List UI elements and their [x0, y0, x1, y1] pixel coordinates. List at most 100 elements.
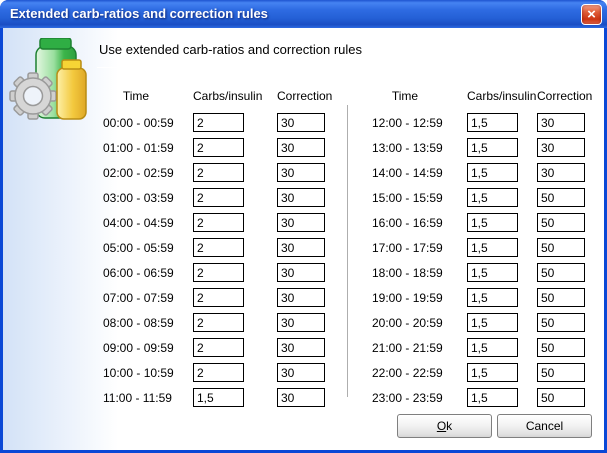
carbs-cell [467, 213, 537, 232]
carbs-input[interactable] [467, 213, 518, 232]
correction-input[interactable] [277, 263, 325, 282]
correction-input[interactable] [537, 138, 585, 157]
dialog-content: Use extended carb-ratios and correction … [3, 28, 604, 450]
correction-cell [277, 313, 325, 332]
correction-input[interactable] [537, 263, 585, 282]
title-bar[interactable]: Extended carb-ratios and correction rule… [0, 0, 607, 28]
carbs-input[interactable] [193, 363, 244, 382]
correction-input[interactable] [277, 288, 325, 307]
table-row: 06:00 - 06:59 [103, 260, 325, 285]
carbs-cell [467, 263, 537, 282]
correction-input[interactable] [277, 388, 325, 407]
column-header-carbs: Carbs/insulin [193, 89, 263, 103]
carbs-input[interactable] [467, 288, 518, 307]
table-row: 20:00 - 20:59 [372, 310, 585, 335]
carbs-input[interactable] [467, 388, 518, 407]
carbs-input[interactable] [467, 113, 518, 132]
correction-input[interactable] [277, 213, 325, 232]
table-row: 00:00 - 00:59 [103, 110, 325, 135]
time-range-label: 18:00 - 18:59 [372, 265, 443, 280]
correction-input[interactable] [537, 313, 585, 332]
correction-input[interactable] [277, 113, 325, 132]
carbs-input[interactable] [467, 188, 518, 207]
carbs-input[interactable] [467, 163, 518, 182]
carbs-input[interactable] [467, 313, 518, 332]
correction-input[interactable] [277, 163, 325, 182]
ok-button-label: Ok [436, 419, 453, 433]
carbs-cell [193, 213, 277, 232]
correction-input[interactable] [537, 188, 585, 207]
correction-cell [537, 113, 585, 132]
correction-input[interactable] [537, 338, 585, 357]
time-range-label: 07:00 - 07:59 [103, 290, 174, 305]
correction-cell [277, 388, 325, 407]
correction-cell [537, 388, 585, 407]
carbs-input[interactable] [193, 188, 244, 207]
correction-input[interactable] [537, 388, 585, 407]
carbs-input[interactable] [193, 113, 244, 132]
carbs-cell [193, 113, 277, 132]
carbs-input[interactable] [467, 263, 518, 282]
table-row: 19:00 - 19:59 [372, 285, 585, 310]
carbs-input[interactable] [193, 338, 244, 357]
close-button[interactable]: × [581, 4, 602, 25]
table-row: 02:00 - 02:59 [103, 160, 325, 185]
correction-input[interactable] [277, 313, 325, 332]
cancel-button-label: Cancel [525, 419, 564, 433]
correction-cell [277, 138, 325, 157]
carbs-input[interactable] [193, 163, 244, 182]
table-row: 22:00 - 22:59 [372, 360, 585, 385]
carbs-input[interactable] [193, 263, 244, 282]
carbs-input[interactable] [193, 313, 244, 332]
correction-cell [277, 113, 325, 132]
time-range-label: 05:00 - 05:59 [103, 240, 174, 255]
correction-input[interactable] [537, 163, 585, 182]
carbs-input[interactable] [467, 338, 518, 357]
ok-button[interactable]: Ok [397, 414, 492, 438]
table-row: 18:00 - 18:59 [372, 260, 585, 285]
carbs-input[interactable] [193, 388, 244, 407]
table-row: 03:00 - 03:59 [103, 185, 325, 210]
correction-input[interactable] [277, 238, 325, 257]
time-range-label: 02:00 - 02:59 [103, 165, 174, 180]
table-row: 16:00 - 16:59 [372, 210, 585, 235]
correction-input[interactable] [537, 238, 585, 257]
carbs-input[interactable] [467, 238, 518, 257]
correction-input[interactable] [537, 213, 585, 232]
time-table-right: Time Carbs/insulin Correction 12:00 - 12… [372, 82, 592, 410]
correction-input[interactable] [537, 113, 585, 132]
cancel-button[interactable]: Cancel [497, 414, 592, 438]
carbs-cell [467, 163, 537, 182]
carbs-cell [467, 363, 537, 382]
correction-input[interactable] [277, 363, 325, 382]
carbs-input[interactable] [193, 238, 244, 257]
table-row: 14:00 - 14:59 [372, 160, 585, 185]
carbs-input[interactable] [193, 138, 244, 157]
correction-input[interactable] [277, 338, 325, 357]
carbs-input[interactable] [193, 288, 244, 307]
correction-cell [537, 213, 585, 232]
table-row: 09:00 - 09:59 [103, 335, 325, 360]
table-row: 11:00 - 11:59 [103, 385, 325, 410]
carbs-cell [467, 188, 537, 207]
carbs-cell [193, 188, 277, 207]
correction-input[interactable] [277, 138, 325, 157]
correction-input[interactable] [537, 363, 585, 382]
carbs-input[interactable] [193, 213, 244, 232]
table-row: 05:00 - 05:59 [103, 235, 325, 260]
correction-cell [537, 313, 585, 332]
column-header-correction: Correction [277, 89, 333, 103]
correction-cell [537, 238, 585, 257]
correction-input[interactable] [537, 288, 585, 307]
correction-cell [537, 363, 585, 382]
time-range-label: 08:00 - 08:59 [103, 315, 174, 330]
carbs-cell [467, 313, 537, 332]
correction-input[interactable] [277, 188, 325, 207]
time-range-label: 16:00 - 16:59 [372, 215, 443, 230]
gear-medicine-bottles-icon [9, 37, 91, 130]
carbs-cell [467, 113, 537, 132]
time-range-label: 14:00 - 14:59 [372, 165, 443, 180]
carbs-input[interactable] [467, 138, 518, 157]
carbs-input[interactable] [467, 363, 518, 382]
